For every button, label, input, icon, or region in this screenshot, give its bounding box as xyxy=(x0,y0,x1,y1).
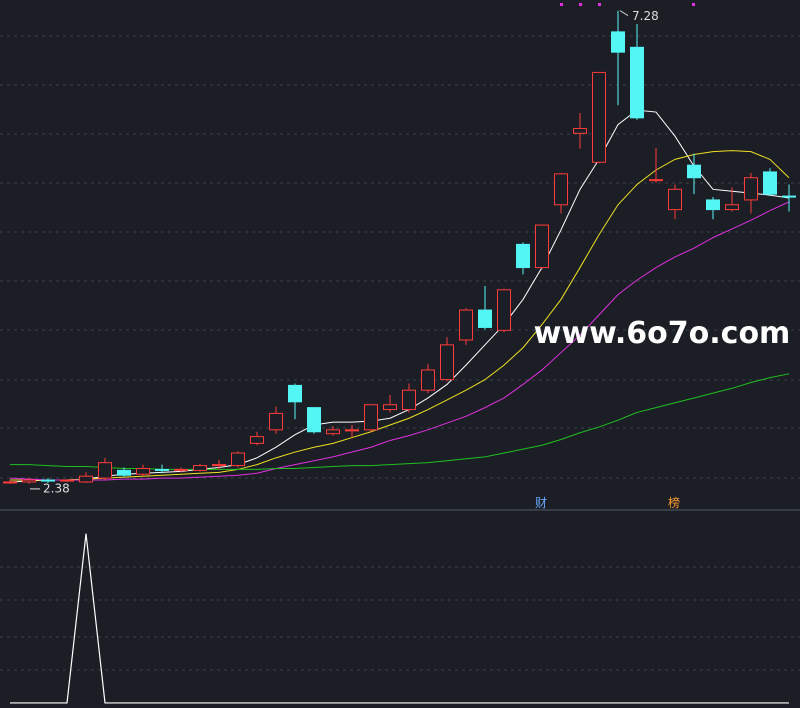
candle-body xyxy=(497,289,511,331)
candle-body xyxy=(174,468,188,471)
high-arrow xyxy=(619,10,629,17)
candle-body xyxy=(573,127,587,134)
candle-body xyxy=(402,389,416,411)
candle-body xyxy=(212,464,226,467)
candle-body xyxy=(98,462,112,479)
candle-body xyxy=(611,31,625,53)
candle-body xyxy=(193,465,207,471)
signal-dots xyxy=(560,3,695,6)
marker-label: 榜 xyxy=(668,495,680,510)
candle-body xyxy=(117,469,131,476)
candle-body xyxy=(307,407,321,433)
candle-body xyxy=(79,475,93,483)
moving-average-line xyxy=(9,109,790,483)
candle-body xyxy=(60,479,74,482)
candle-body xyxy=(592,71,606,163)
candle-body xyxy=(136,467,150,475)
candle-body xyxy=(326,429,340,435)
candle-body xyxy=(440,344,454,381)
candle-body xyxy=(649,179,663,182)
marker-label: 财 xyxy=(535,496,547,510)
candle-body xyxy=(421,369,435,391)
candle-body xyxy=(706,199,720,211)
candle-body xyxy=(41,479,55,482)
candle-body xyxy=(535,224,549,269)
candle-body xyxy=(725,204,739,211)
watermark: www.6o7o.com xyxy=(534,316,791,351)
candle-body xyxy=(478,309,492,328)
candle-body xyxy=(345,429,359,432)
grid xyxy=(0,35,800,671)
candle-body xyxy=(554,173,568,206)
candle-body xyxy=(364,404,378,431)
candle-body xyxy=(3,481,17,484)
signal-dot xyxy=(692,3,695,6)
low-label: 2.38 xyxy=(43,481,70,495)
high-label: 7.28 xyxy=(632,9,659,23)
candle-body xyxy=(744,177,758,201)
candle-body xyxy=(269,412,283,431)
moving-average-line xyxy=(10,150,790,481)
candle-body xyxy=(630,46,644,119)
moving-average-line xyxy=(9,201,790,481)
candle-body xyxy=(516,243,530,269)
candle-body xyxy=(231,452,245,467)
candle-body xyxy=(155,468,169,471)
signal-dot xyxy=(598,3,601,6)
candle-body xyxy=(668,188,682,211)
signal-dot xyxy=(579,3,582,6)
candle-body xyxy=(22,479,36,483)
signal-dot xyxy=(560,3,563,6)
candle-body xyxy=(782,195,796,198)
candle-body xyxy=(383,404,397,411)
candle-body xyxy=(459,309,473,341)
candle-body xyxy=(250,436,264,444)
candle-body xyxy=(763,171,777,195)
candle-body xyxy=(687,164,701,179)
indicator-line xyxy=(10,533,789,704)
plot: 7.28 2.38 xyxy=(3,9,796,704)
candle-body xyxy=(288,384,302,403)
